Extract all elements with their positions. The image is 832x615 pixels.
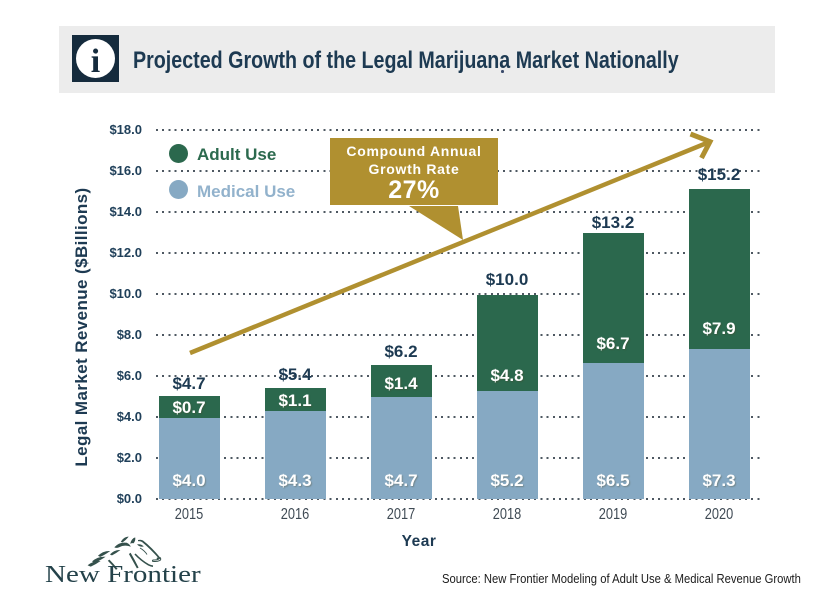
svg-text:i: i bbox=[91, 43, 100, 80]
